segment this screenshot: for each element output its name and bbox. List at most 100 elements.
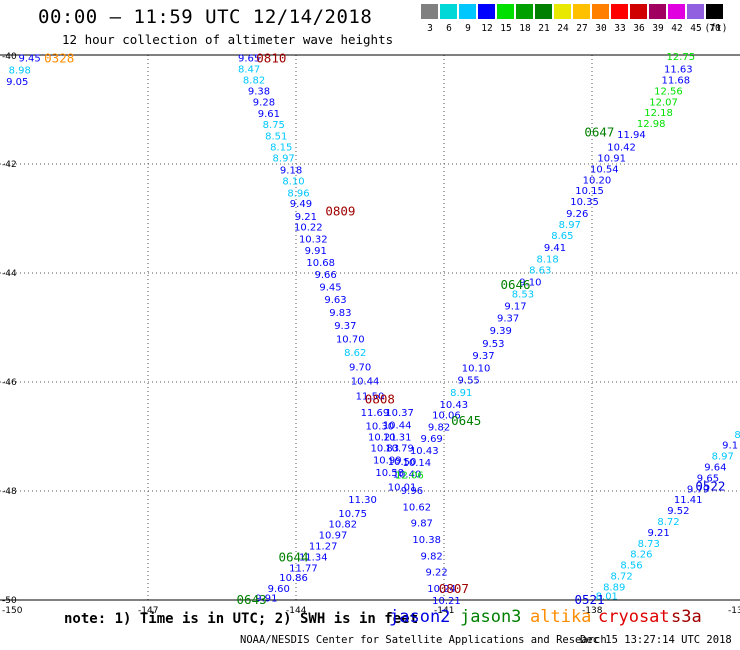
wave-height-value: 10.44 (351, 376, 380, 387)
scale-swatch (440, 4, 457, 19)
wave-height-value: 10.91 (597, 153, 626, 164)
scale-swatch (706, 4, 723, 19)
satellite-legend-jason3: jason3 (460, 607, 522, 627)
track-time-label: 0645 (451, 413, 481, 428)
wave-height-value: 9.79 (687, 484, 709, 495)
wave-height-value: 9.21 (647, 528, 669, 539)
footer-credit: NOAA/NESDIS Center for Satellite Applica… (240, 634, 607, 646)
x-tick-label: -138 (582, 606, 603, 616)
wave-height-value: 11.34 (299, 552, 328, 563)
wave-height-value: 11.77 (289, 563, 318, 574)
track-time-label: 0522 (695, 479, 725, 494)
wave-height-value: 9.37 (472, 351, 494, 362)
wave-height-value: 11.27 (309, 542, 338, 553)
wave-height-value: 10.42 (607, 143, 636, 154)
wave-height-value: 8.15 (270, 143, 292, 154)
satellite-legend-altika: altika (530, 607, 592, 627)
wave-height-value: 9.22 (425, 568, 447, 579)
wave-height-value: 8.98 (9, 66, 31, 77)
wave-height-value: 10.99 (373, 455, 402, 466)
footer-timestamp: Dec 15 13:27:14 UTC 2018 (580, 634, 732, 646)
wave-height-value: 8.10 (282, 176, 304, 187)
wave-height-value: 9.66 (314, 270, 336, 281)
track-time-label: 0807 (439, 581, 469, 596)
scale-swatch (668, 4, 685, 19)
wave-height-value: 11.30 (348, 495, 377, 506)
page-title: 00:00 – 11:59 UTC 12/14/2018 (38, 6, 373, 28)
wave-height-value: 8.56 (620, 561, 642, 572)
satellite-legend-s3a: s3a (671, 607, 702, 627)
wave-height-value: 9.83 (329, 308, 351, 319)
page-subtitle: 12 hour collection of altimeter wave hei… (62, 32, 394, 47)
wave-height-value: 10.54 (590, 164, 619, 175)
x-tick-label: -13 (728, 606, 740, 616)
wave-height-value: 11.68 (662, 76, 691, 87)
wave-height-value: 9.55 (458, 375, 480, 386)
wave-height-value: 10.37 (385, 408, 414, 419)
wave-height-value: 9.69 (421, 434, 443, 445)
track-time-label: 0646 (500, 277, 530, 292)
wave-height-value: 12.07 (649, 97, 678, 108)
wave-height-value: 9.21 (295, 212, 317, 223)
wave-height-value: 10.30 (366, 422, 395, 433)
scale-label: 12 (481, 23, 493, 34)
wave-height-value: 9.45 (319, 283, 341, 294)
wave-height-value: 9.65 (238, 54, 260, 65)
wave-height-value: 9.37 (334, 321, 356, 332)
wave-height-value: 10.97 (319, 531, 348, 542)
wave-height-value: 9.64 (704, 462, 726, 473)
wave-height-value: 8.47 (238, 65, 260, 76)
wave-height-value: 8.97 (559, 220, 581, 231)
wave-height-value: 8.26 (630, 550, 652, 561)
wave-height-value: 9.91 (305, 246, 327, 257)
wave-height-value: 10.43 (440, 400, 469, 411)
scale-swatch (573, 4, 590, 19)
wave-height-value: 10.58 (375, 468, 404, 479)
wave-height-value: 10.44 (383, 421, 412, 432)
wave-height-value: 8.62 (344, 348, 366, 359)
track-time-label: 0644 (278, 549, 308, 564)
wave-height-value: 8.72 (610, 571, 632, 582)
scale-swatch (611, 4, 628, 19)
wave-height-value: 10.82 (329, 520, 358, 531)
wave-height-value: 9.52 (667, 506, 689, 517)
scale-label: 21 (538, 23, 550, 34)
wave-height-value: 12.06 (395, 471, 424, 482)
wave-height-value: 8.18 (536, 254, 558, 265)
y-tick-label: -42 (2, 160, 17, 170)
scale-swatch (516, 4, 533, 19)
wave-height-value: 9.82 (421, 551, 443, 562)
wave-height-value: 10.22 (294, 223, 323, 234)
y-tick-label: -50 (2, 596, 17, 606)
wave-height-value: 12.98 (637, 119, 666, 130)
satellite-legend-jason2: jason2 (389, 607, 451, 627)
x-tick-label: -150 (2, 606, 23, 616)
wave-height-value: 9.17 (504, 302, 526, 313)
scale-unit-label: (ft) (704, 23, 728, 34)
wave-height-value: 8.73 (638, 539, 660, 550)
wave-height-value: 10.43 (410, 446, 439, 457)
wave-height-value: 12.75 (666, 52, 695, 63)
wave-height-value: 11.50 (356, 392, 385, 403)
wave-height-value: 8.53 (512, 290, 534, 301)
wave-height-value: 11.63 (664, 65, 693, 76)
wave-height-value: 8.65 (551, 231, 573, 242)
scale-label: 30 (595, 23, 607, 34)
wave-height-value: 8.91 (450, 388, 472, 399)
wave-height-value: 10.31 (383, 433, 412, 444)
wave-height-value: 10.24 (427, 584, 456, 595)
track-time-label: 0810 (256, 51, 286, 66)
wave-height-value: 8.75 (263, 120, 285, 131)
wave-height-value: 9.96 (401, 486, 423, 497)
scale-swatch (630, 4, 647, 19)
scale-swatch (478, 4, 495, 19)
x-tick-label: -147 (138, 606, 158, 616)
wave-height-value: 8.82 (243, 76, 265, 87)
wave-height-value: 10.06 (432, 411, 461, 422)
track-time-label: 0328 (44, 51, 74, 66)
y-tick-label: -40 (2, 52, 17, 62)
wave-height-value: 9.28 (253, 97, 275, 108)
scale-label: 6 (446, 23, 452, 34)
track-time-label: 0808 (365, 391, 395, 406)
scale-swatch (459, 4, 476, 19)
